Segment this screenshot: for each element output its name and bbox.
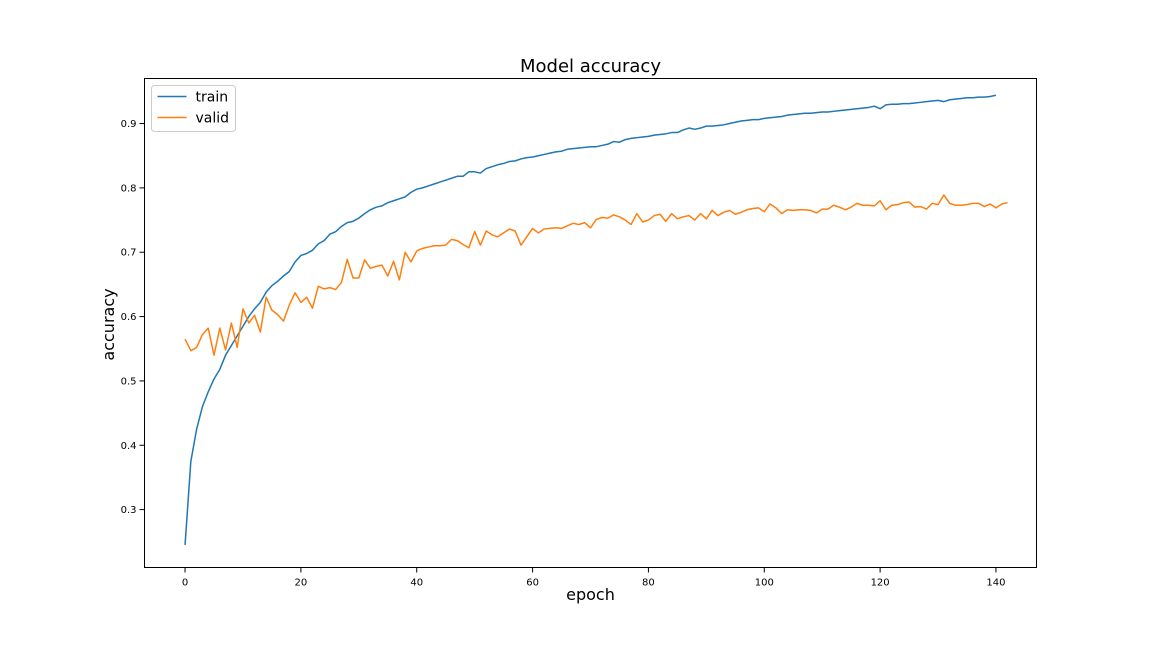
x-tick-label: 100 (755, 578, 774, 589)
x-axis-label: epoch (566, 585, 615, 604)
y-tick-label: 0.9 (121, 119, 137, 130)
y-tick-label: 0.5 (121, 376, 137, 387)
y-tick-label: 0.4 (121, 441, 137, 452)
legend-label-train: train (196, 90, 229, 106)
chart-title: Model accuracy (520, 56, 661, 77)
y-tick-label: 0.7 (121, 248, 137, 259)
x-tick-label: 20 (295, 578, 308, 589)
x-tick-label: 80 (642, 578, 655, 589)
y-tick-label: 0.6 (121, 312, 137, 323)
series-layer (184, 94, 1008, 546)
legend: train valid (151, 85, 236, 132)
x-tick-label: 140 (986, 578, 1005, 589)
x-tick-label: 40 (410, 578, 423, 589)
series-line-train (184, 94, 997, 546)
y-tick-label: 0.3 (121, 505, 137, 516)
legend-label-valid: valid (196, 111, 230, 127)
ticks-layer: 0 20 40 60 80 100 120 140 0.3 0.4 0.5 0.6 0.7 0.8 0.9 (121, 119, 1006, 588)
y-axis-label: accuracy (99, 288, 118, 360)
plot-area-frame (144, 78, 1037, 568)
x-tick-label: 0 (182, 578, 188, 589)
series-line-valid (184, 194, 1008, 356)
y-tick-label: 0.8 (121, 183, 137, 194)
x-tick-label: 120 (871, 578, 890, 589)
x-tick-label: 60 (526, 578, 539, 589)
